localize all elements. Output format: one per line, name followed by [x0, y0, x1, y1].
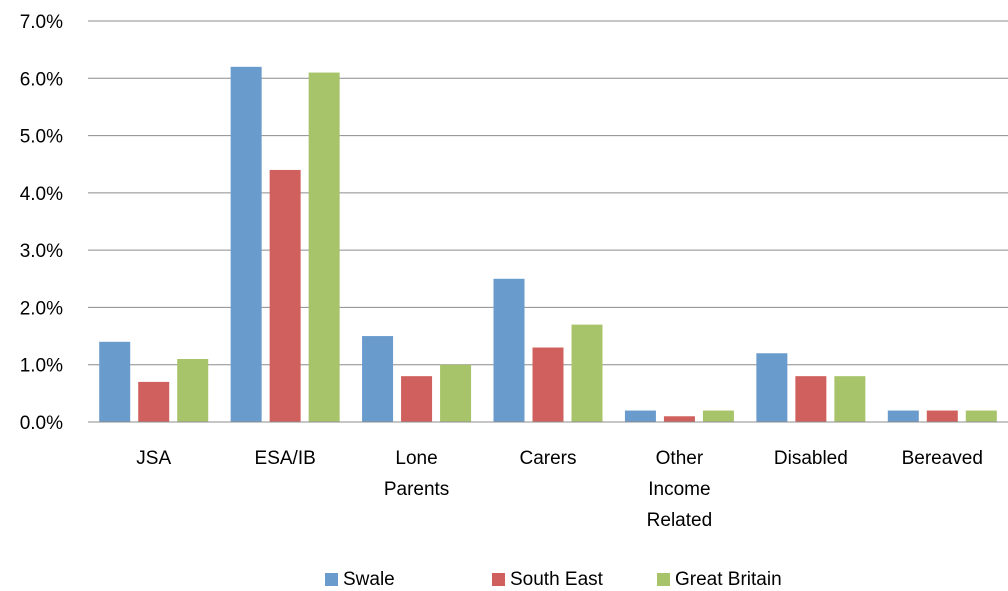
x-category-label: ESA/IB [255, 448, 316, 469]
y-tick-label: 4.0% [20, 184, 63, 205]
bar-great-britain [965, 410, 997, 422]
bar-south-east [926, 410, 958, 422]
bar-south-east [663, 416, 695, 422]
x-category-label: Disabled [774, 448, 848, 469]
bar-great-britain [834, 376, 866, 422]
x-axis-category-labels: JSA ESA/IB Lone Parents Carers Other Income Rel… [136, 448, 983, 531]
bar-south-east [795, 376, 827, 422]
bar-swale [887, 410, 919, 422]
legend-label: Swale [343, 569, 395, 590]
bar-great-britain [308, 72, 340, 423]
x-category-label: Other Income Related [647, 448, 713, 531]
bars [99, 66, 997, 423]
bar-swale [756, 353, 788, 422]
gridlines [88, 20, 1008, 366]
legend-swatch [657, 573, 670, 586]
y-tick-label: 7.0% [20, 12, 63, 33]
y-tick-label: 2.0% [20, 298, 63, 319]
y-tick-label: 1.0% [20, 356, 63, 377]
bar-swale [624, 410, 656, 422]
legend-label: South East [510, 569, 604, 590]
bar-great-britain [177, 358, 209, 422]
x-category-label: Bereaved [902, 448, 983, 469]
bar-swale [99, 341, 131, 422]
bar-swale [230, 66, 262, 422]
bar-great-britain [440, 364, 472, 422]
x-category-label: JSA [136, 448, 171, 469]
bar-great-britain [702, 410, 734, 422]
y-tick-label: 5.0% [20, 127, 63, 148]
legend: Swale South East Great Britain [325, 569, 782, 590]
legend-swatch [492, 573, 505, 586]
y-axis-tick-labels: 0.0% 1.0% 2.0% 3.0% 4.0% 5.0% 6.0% 7.0% [20, 12, 63, 434]
y-tick-label: 6.0% [20, 69, 63, 90]
bar-south-east [532, 347, 564, 422]
y-tick-label: 0.0% [20, 413, 63, 434]
x-category-label: Lone Parents [384, 448, 449, 500]
bar-swale [493, 278, 525, 422]
bar-great-britain [571, 324, 603, 422]
bar-south-east [401, 376, 433, 422]
legend-swatch [325, 573, 338, 586]
bar-south-east [269, 169, 301, 422]
y-tick-label: 3.0% [20, 241, 63, 262]
legend-label: Great Britain [675, 569, 782, 590]
bar-south-east [138, 381, 170, 422]
bar-swale [362, 336, 394, 422]
x-category-label: Carers [519, 448, 576, 469]
